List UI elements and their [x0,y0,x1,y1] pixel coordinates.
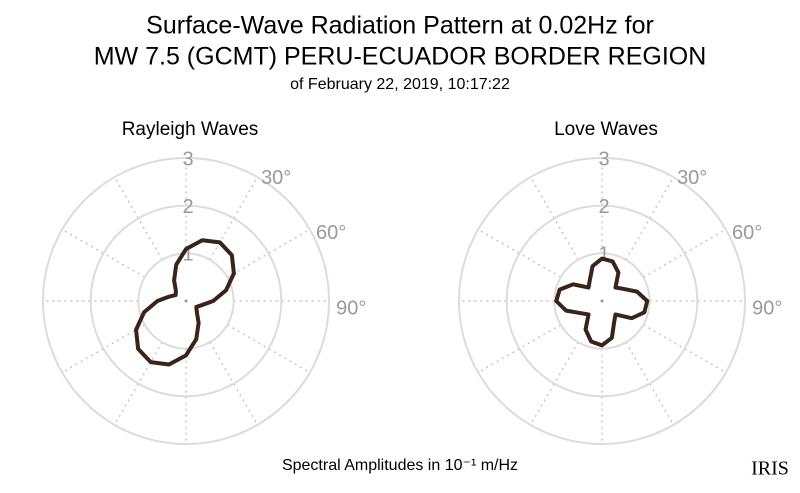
angular-grid-line [529,341,579,426]
radial-grid-circle [89,204,283,398]
chart-title: Surface-Wave Radiation Pattern at 0.02Hz… [146,12,654,40]
radial-grid-circle [42,157,330,445]
angular-tick-label: 60° [316,222,346,244]
angular-grid-line [61,228,146,278]
angular-grid-line [113,341,163,426]
radiation-curve [554,256,650,348]
radial-tick-label: 2 [598,196,609,218]
radial-tick-label: 2 [182,196,193,218]
angular-grid-line [226,228,311,278]
angular-grid-line [226,324,311,374]
angular-tick-label: 30° [677,167,707,189]
chart-subtitle: of February 22, 2019, 10:17:22 [290,76,510,93]
angular-grid-line [625,176,675,261]
angular-grid-line [529,176,579,261]
radial-grid-circle [137,252,235,350]
radial-grid-circle [458,157,746,445]
center-dot [184,299,188,303]
radiation-curve [134,238,236,367]
radial-tick-label: 1 [598,244,609,266]
angular-grid-line [113,176,163,261]
angular-tick-label: 60° [732,222,762,244]
subplot-title: Love Waves [554,119,658,140]
angular-tick-label: 90° [336,297,366,319]
angular-grid-line [477,324,562,374]
footer: Spectral Amplitudes in 10⁻¹ m/Hz [282,457,518,474]
subplot-title: Rayleigh Waves [122,119,259,140]
angular-tick-label: 90° [752,297,782,319]
angular-grid-line [209,341,259,426]
angular-grid-line [642,324,727,374]
radial-grid-circle [505,204,699,398]
logo: IRIS [751,458,789,480]
angular-grid-line [209,176,259,261]
angular-grid-line [61,324,146,374]
center-dot [600,299,604,303]
radial-tick-label: 3 [598,148,609,170]
angular-tick-label: 30° [261,167,291,189]
chart-title: MW 7.5 (GCMT) PERU-ECUADOR BORDER REGION [94,43,707,71]
radial-tick-label: 3 [182,148,193,170]
angular-grid-line [477,228,562,278]
angular-grid-line [642,228,727,278]
radial-tick-label: 1 [182,244,193,266]
angular-grid-line [625,341,675,426]
